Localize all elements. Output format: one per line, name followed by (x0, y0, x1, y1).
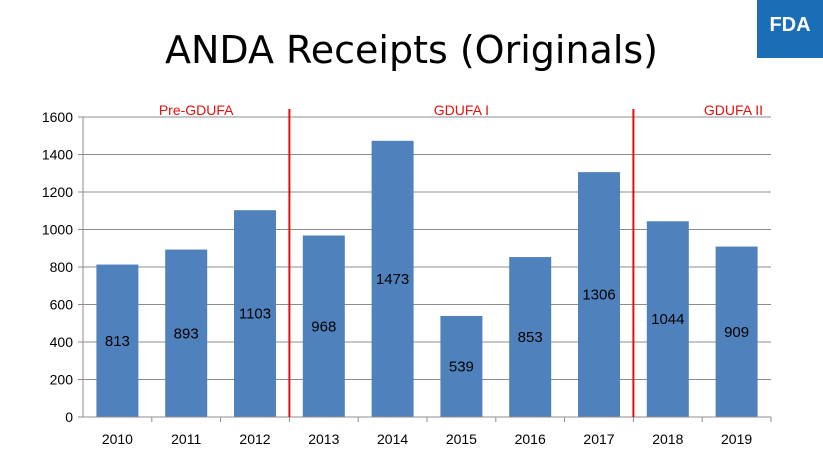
slide-title: ANDA Receipts (Originals) (164, 28, 659, 72)
bar (509, 257, 552, 417)
bar (440, 315, 483, 417)
y-tick-label: 600 (50, 297, 74, 313)
data-label: 1473 (376, 271, 409, 288)
x-tick-label: 2017 (583, 431, 614, 447)
bars: 813 893 1103 968 1473 539 853 1306 1044 909 (96, 140, 758, 417)
x-tick-label: 2016 (515, 431, 546, 447)
y-tick-label: 1600 (42, 109, 73, 125)
x-tick-label: 2018 (652, 431, 683, 447)
bar (715, 246, 758, 417)
bar (578, 172, 620, 417)
era-annotations: Pre-GDUFA GDUFA I GDUFA II (159, 102, 763, 417)
bar (646, 221, 689, 417)
x-tick-label: 2010 (102, 431, 133, 447)
data-label: 539 (449, 358, 474, 375)
y-tick-label: 200 (50, 372, 74, 388)
fda-logo-text: FDA (769, 14, 811, 36)
data-label: 968 (311, 318, 336, 335)
axes: 0 200 400 600 800 1000 1200 1400 1600 2010 2011 201… (42, 109, 772, 447)
fda-logo: FDA (757, 0, 823, 58)
y-tick-label: 1000 (42, 222, 73, 238)
y-tick-label: 1400 (42, 147, 73, 163)
data-label: 893 (174, 325, 199, 342)
era-label: GDUFA II (704, 102, 763, 118)
y-tick-label: 400 (50, 334, 74, 350)
era-label: GDUFA I (434, 102, 489, 118)
x-tick-label: 2015 (446, 431, 477, 447)
y-tick-label: 1200 (42, 184, 73, 200)
x-tick-label: 2012 (239, 431, 270, 447)
era-label: Pre-GDUFA (159, 102, 234, 118)
bar (371, 140, 414, 417)
bar (302, 235, 345, 417)
x-tick-label: 2011 (171, 431, 201, 447)
x-tick-label: 2014 (377, 431, 408, 447)
x-tick-label: 2019 (721, 431, 752, 447)
y-tick-label: 800 (50, 259, 74, 275)
data-label: 1044 (651, 311, 684, 328)
data-label: 1306 (582, 287, 615, 304)
data-label: 909 (724, 324, 749, 341)
bar (96, 264, 139, 417)
data-label: 853 (518, 329, 543, 346)
x-tick-label: 2013 (308, 431, 339, 447)
data-label: 1103 (239, 306, 271, 323)
bar (165, 249, 208, 417)
bar (234, 210, 276, 417)
y-tick-label: 0 (65, 409, 73, 425)
data-label: 813 (105, 333, 130, 350)
